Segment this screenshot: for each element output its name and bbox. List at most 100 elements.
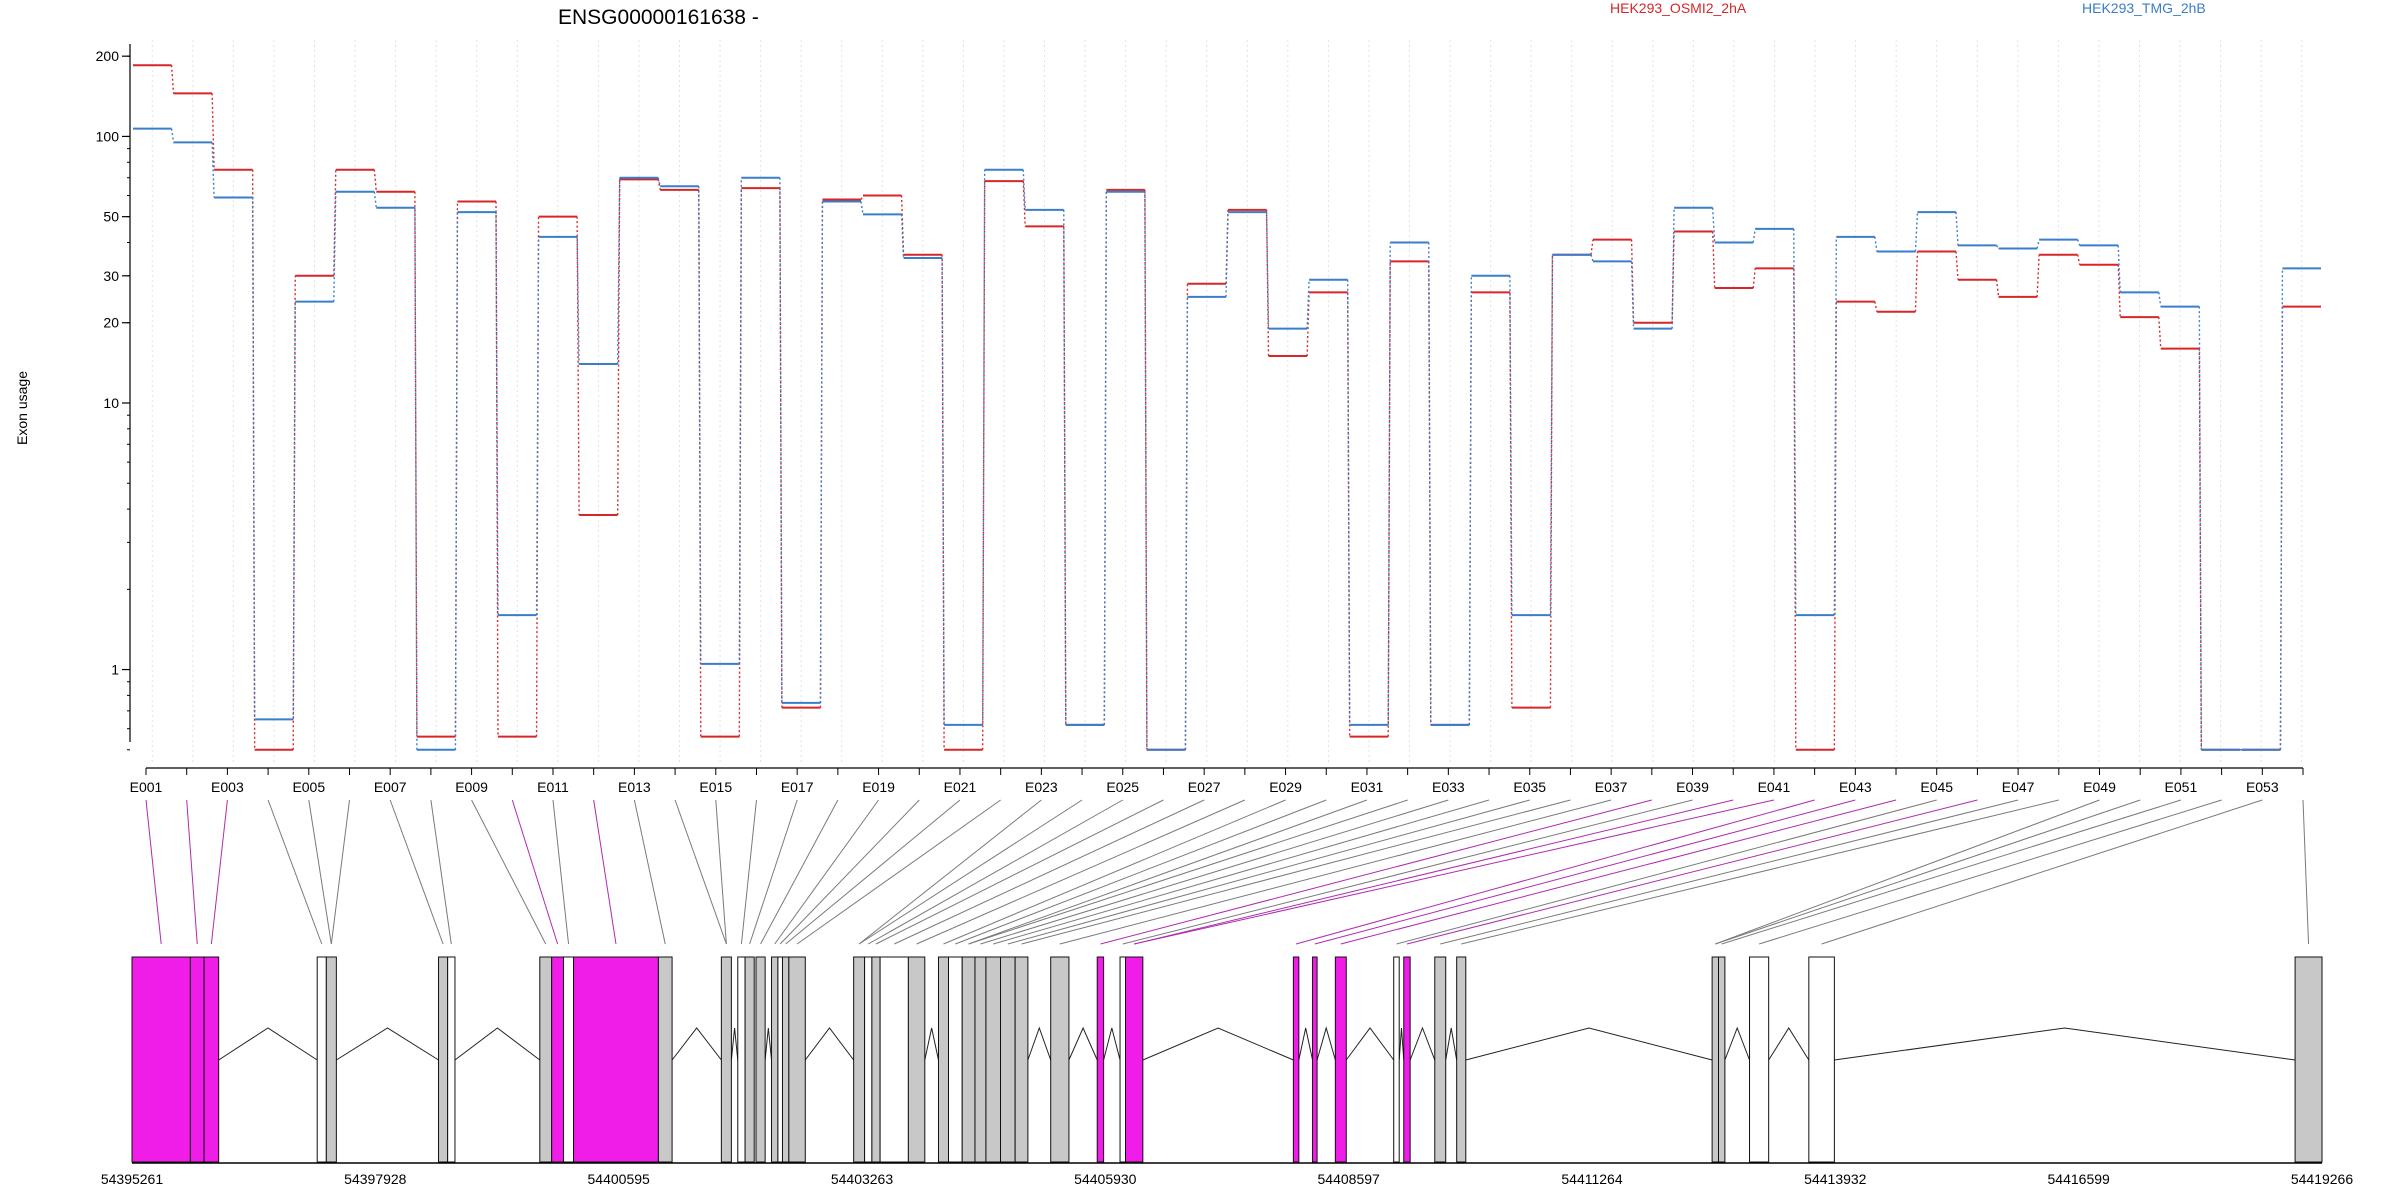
series-2: [133, 127, 2321, 751]
exon-connector: [330, 799, 350, 945]
exon-connector: [894, 799, 1205, 945]
gene-model: [131, 956, 2323, 1163]
coord-tick-label: 54419266: [2291, 1171, 2354, 1187]
intron: [1316, 1026, 1336, 1061]
y-axis-label: Exon usage: [14, 371, 30, 445]
exon-block: [1096, 956, 1105, 1163]
exon-connector: [1715, 799, 2141, 945]
exon-connector: [210, 799, 228, 945]
exon-connector: [1134, 799, 1734, 945]
intron: [671, 1027, 722, 1061]
intron: [1465, 1027, 1713, 1061]
exon-connector: [858, 799, 1042, 945]
exon-block: [781, 956, 790, 1163]
exon-connector: [145, 799, 162, 945]
x-tick-label: E035: [1513, 779, 1546, 795]
x-tick-label: E043: [1839, 779, 1872, 795]
x-tick-label: E003: [211, 779, 244, 795]
x-tick-label: E049: [2083, 779, 2116, 795]
x-tick-label: E011: [537, 779, 569, 795]
exon-block: [1312, 956, 1318, 1163]
x-tick-label: E017: [781, 779, 814, 795]
exon-connector: [593, 799, 617, 945]
exon-connector: [511, 799, 559, 945]
exon-block: [879, 956, 909, 1163]
exon-block: [853, 956, 866, 1163]
exon-block: [1718, 956, 1726, 1163]
y-tick-label: 1: [111, 662, 119, 678]
y-axis: 1 10 20 30 50 100 200: [96, 44, 131, 751]
exon-block: [1393, 956, 1400, 1163]
exon-block: [777, 956, 783, 1163]
x-tick-label: E025: [1106, 779, 1139, 795]
exon-connector: [267, 799, 323, 945]
intron: [924, 1027, 939, 1061]
x-tick-label: E019: [862, 779, 895, 795]
coord-tick-label: 54413932: [1804, 1171, 1867, 1187]
legend-series-2: HEK293_TMG_2hB: [2082, 0, 2206, 16]
intron: [1027, 1026, 1052, 1061]
exon-block: [1119, 956, 1127, 1163]
exon-connector: [430, 799, 452, 945]
exon-block: [551, 956, 565, 1163]
intron: [1724, 1026, 1750, 1061]
series-1: [133, 64, 2321, 751]
exon-block: [1050, 956, 1070, 1163]
exon-block: [1000, 956, 1016, 1163]
intron: [1768, 1027, 1810, 1061]
exon-block: [744, 956, 755, 1163]
intron: [1298, 1027, 1314, 1061]
exon-connector: [993, 799, 1490, 945]
exon-connector: [1100, 799, 1652, 945]
exon-block: [539, 956, 553, 1163]
x-tick-label: E007: [374, 779, 407, 795]
intron: [218, 1027, 318, 1061]
exon-block: [447, 956, 456, 1163]
chart-title: ENSG00000161638 -: [558, 6, 759, 29]
exon-connector: [779, 799, 920, 945]
series-connector: [170, 65, 2284, 751]
exon-block: [438, 956, 449, 1163]
intron: [1834, 1027, 2296, 1061]
exon-connector: [1758, 799, 2222, 945]
y-tick-label: 20: [103, 315, 119, 331]
y-tick-label: 30: [103, 268, 119, 284]
legend-series-1: HEK293_OSMI2_2hA: [1610, 0, 1747, 16]
x-tick-label: E001: [130, 779, 163, 795]
exon-connector: [1721, 799, 2182, 945]
exon-block: [871, 956, 881, 1163]
exon-connector: [774, 799, 879, 945]
exon-connector: [471, 799, 547, 945]
exon-block: [974, 956, 987, 1163]
y-tick-label: 50: [103, 209, 119, 225]
exon-block: [203, 956, 220, 1163]
x-tick-label: E041: [1758, 779, 1791, 795]
intron: [730, 1027, 739, 1061]
x-tick-label: E033: [1432, 779, 1465, 795]
exon-block: [573, 956, 659, 1163]
exon-connector: [715, 799, 727, 945]
intron: [1445, 1027, 1458, 1061]
exon-connector: [858, 799, 1083, 945]
exon-block: [737, 956, 746, 1163]
coord-tick-label: 54400595: [588, 1171, 651, 1187]
exon-block: [1125, 956, 1144, 1163]
x-tick-label: E045: [1920, 779, 1953, 795]
exon-connector: [955, 799, 1327, 945]
exon-connector: [2302, 799, 2310, 945]
exon-block: [1456, 956, 1467, 1163]
exon-block: [189, 956, 205, 1163]
coord-tick-label: 54416599: [2048, 1171, 2111, 1187]
exon-connector: [633, 799, 666, 945]
x-tick-label: E053: [2246, 779, 2279, 795]
exon-block: [325, 956, 337, 1163]
exon-connector: [1295, 799, 1815, 945]
exon-connector: [1440, 799, 2019, 945]
exon-block: [788, 956, 806, 1163]
x-tick-label: E005: [292, 779, 325, 795]
exon-connectors: [145, 799, 2310, 945]
exon-connector: [968, 799, 1408, 945]
exon-connector: [1021, 799, 1571, 945]
exon-block: [1014, 956, 1029, 1163]
intron: [1142, 1027, 1294, 1061]
